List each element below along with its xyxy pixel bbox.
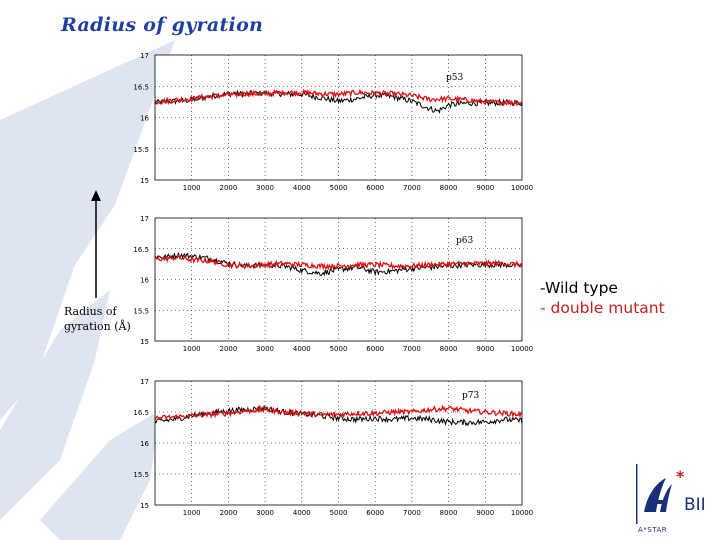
series-line-double-mutant [154, 254, 523, 271]
x-tick-label: 7000 [403, 345, 421, 353]
y-tick-label: 16.5 [133, 409, 149, 417]
chart-annotation-p73: p73 [462, 391, 479, 401]
x-tick-label: 6000 [366, 345, 384, 353]
y-tick-label: 16.5 [133, 246, 149, 254]
astar-logo-icon: * BII A*STAR [636, 464, 706, 534]
x-tick-label: 9000 [476, 184, 494, 192]
x-tick-label: 9000 [476, 345, 494, 353]
chart-p53: 15 15.5 16 16.5 17 1000 2000 3000 4000 5000 6000 70… [133, 52, 533, 192]
legend-wild-type: -Wild type [540, 279, 618, 297]
legend-double-mutant: - double mutant [540, 299, 665, 317]
series-line-double-mutant [154, 404, 523, 421]
y-tick-label: 16.5 [133, 83, 149, 91]
series-line-wild-type [154, 89, 523, 114]
y-axis-caption-line1: Radius of [64, 305, 117, 318]
legend: -Wild type - double mutant [540, 278, 665, 318]
plot-frame [154, 54, 523, 181]
y-tick-label: 16 [140, 115, 149, 123]
chart-p73: 15 15.5 16 16.5 17 1000 2000 3000 4000 5000 6000 70… [133, 378, 533, 517]
logo-bii-text: BII [684, 495, 706, 515]
x-tick-label: 4000 [293, 345, 311, 353]
x-tick-label: 5000 [330, 184, 348, 192]
y-tick-label: 16 [140, 277, 149, 285]
y-tick-label: 15 [140, 502, 149, 510]
x-tick-label: 8000 [440, 345, 458, 353]
x-tick-label: 7000 [403, 184, 421, 192]
x-tick-label: 4000 [293, 184, 311, 192]
x-tick-label: 9000 [476, 509, 494, 517]
astar-bii-logo: * BII A*STAR [636, 464, 716, 536]
x-tick-label: 5000 [330, 345, 348, 353]
series-line-wild-type [154, 252, 523, 277]
y-axis-caption-line2: gyration (Å) [64, 320, 131, 333]
y-axis-caption: Radius of gyration (Å) [64, 304, 131, 334]
x-tick-label: 6000 [366, 509, 384, 517]
x-tick-label: 10000 [511, 184, 533, 192]
x-tick-label: 10000 [511, 345, 533, 353]
chart-p63: 15 15.5 16 16.5 17 1000 2000 3000 4000 5000 6000 70… [133, 215, 533, 353]
x-tick-label: 8000 [440, 509, 458, 517]
x-tick-label: 5000 [330, 509, 348, 517]
logo-astar-text: A*STAR [638, 526, 667, 534]
x-tick-label: 3000 [256, 345, 274, 353]
y-tick-label: 17 [140, 378, 149, 386]
x-tick-label: 1000 [183, 345, 201, 353]
x-tick-label: 6000 [366, 184, 384, 192]
x-tick-label: 7000 [403, 509, 421, 517]
series-line-wild-type [154, 404, 523, 427]
y-tick-label: 15.5 [133, 146, 149, 154]
y-tick-label: 15.5 [133, 307, 149, 315]
y-axis-arrow [91, 190, 101, 298]
x-tick-label: 4000 [293, 509, 311, 517]
x-tick-label: 10000 [511, 509, 533, 517]
x-tick-label: 3000 [256, 184, 274, 192]
y-tick-label: 15 [140, 177, 149, 185]
y-tick-label: 15.5 [133, 471, 149, 479]
x-tick-label: 2000 [219, 509, 237, 517]
y-tick-label: 16 [140, 440, 149, 448]
x-tick-label: 2000 [219, 345, 237, 353]
slide-title: Radius of gyration [61, 14, 264, 36]
y-tick-label: 17 [140, 52, 149, 60]
x-tick-label: 1000 [183, 184, 201, 192]
x-tick-label: 8000 [440, 184, 458, 192]
x-tick-label: 2000 [219, 184, 237, 192]
chart-annotation-p53: p53 [446, 73, 463, 83]
x-tick-label: 3000 [256, 509, 274, 517]
y-tick-label: 15 [140, 338, 149, 346]
series-line-double-mutant [154, 88, 523, 107]
chart-annotation-p63: p63 [456, 236, 473, 246]
x-tick-label: 1000 [183, 509, 201, 517]
y-tick-label: 17 [140, 215, 149, 223]
svg-text:*: * [676, 467, 685, 486]
